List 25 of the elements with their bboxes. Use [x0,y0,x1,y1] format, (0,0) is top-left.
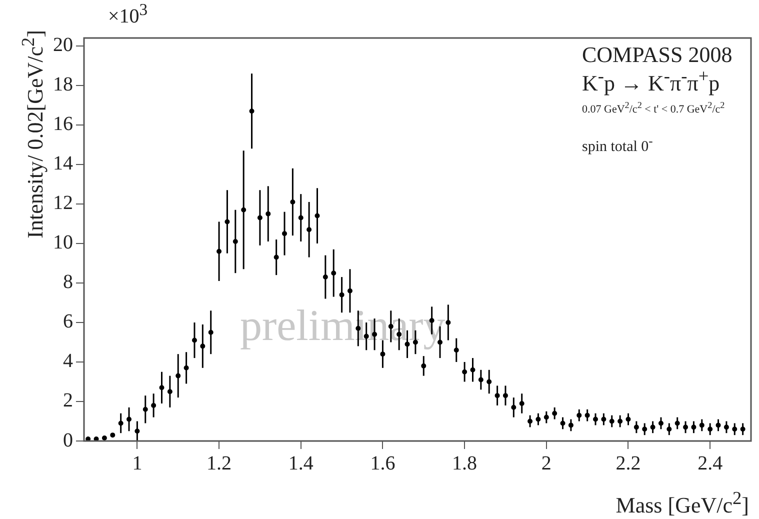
y-tick-label: 14 [53,152,73,175]
y-tick-label: 20 [53,34,73,56]
text: ×10$^{3}$ [108,0,148,29]
y-tick-label: 16 [53,113,73,136]
x-tick-label: 2.2 [616,452,641,474]
x-axis-title: Mass [GeV/c$^{2}$] [616,488,749,518]
x-tick-label: 1.2 [206,452,232,474]
x-tick-label: 2.4 [698,452,723,474]
y-tick-label: 0 [63,429,73,452]
y-tick-label: 8 [63,271,73,294]
y-tick-label: 18 [53,74,73,96]
x-tick-label: 1.8 [452,452,478,474]
x-tick-label: 1 [132,452,142,474]
y-tick-label: 4 [63,350,73,372]
y-tick-label: 2 [63,390,73,412]
annotation: COMPASS 2008 [582,42,732,68]
x-tick-label: 1.6 [370,452,396,474]
y-tick-label: 10 [53,232,73,254]
y-tick-label: 12 [53,192,73,214]
y-tick-label: 6 [63,310,73,333]
annotation: spin total 0$^{-}$ [582,134,653,156]
annotation: 0.07 GeV$^{2}$/c$^{2}$ < t' < 0.7 GeV$^{2}$/c$^{2}$ [582,100,725,116]
x-tick-label: 2 [541,452,552,474]
text: K$^{-}$p → K$^{-}$π$^{-}$π$^{+}$p [582,66,720,96]
x-tick-label: 1.4 [288,452,314,474]
